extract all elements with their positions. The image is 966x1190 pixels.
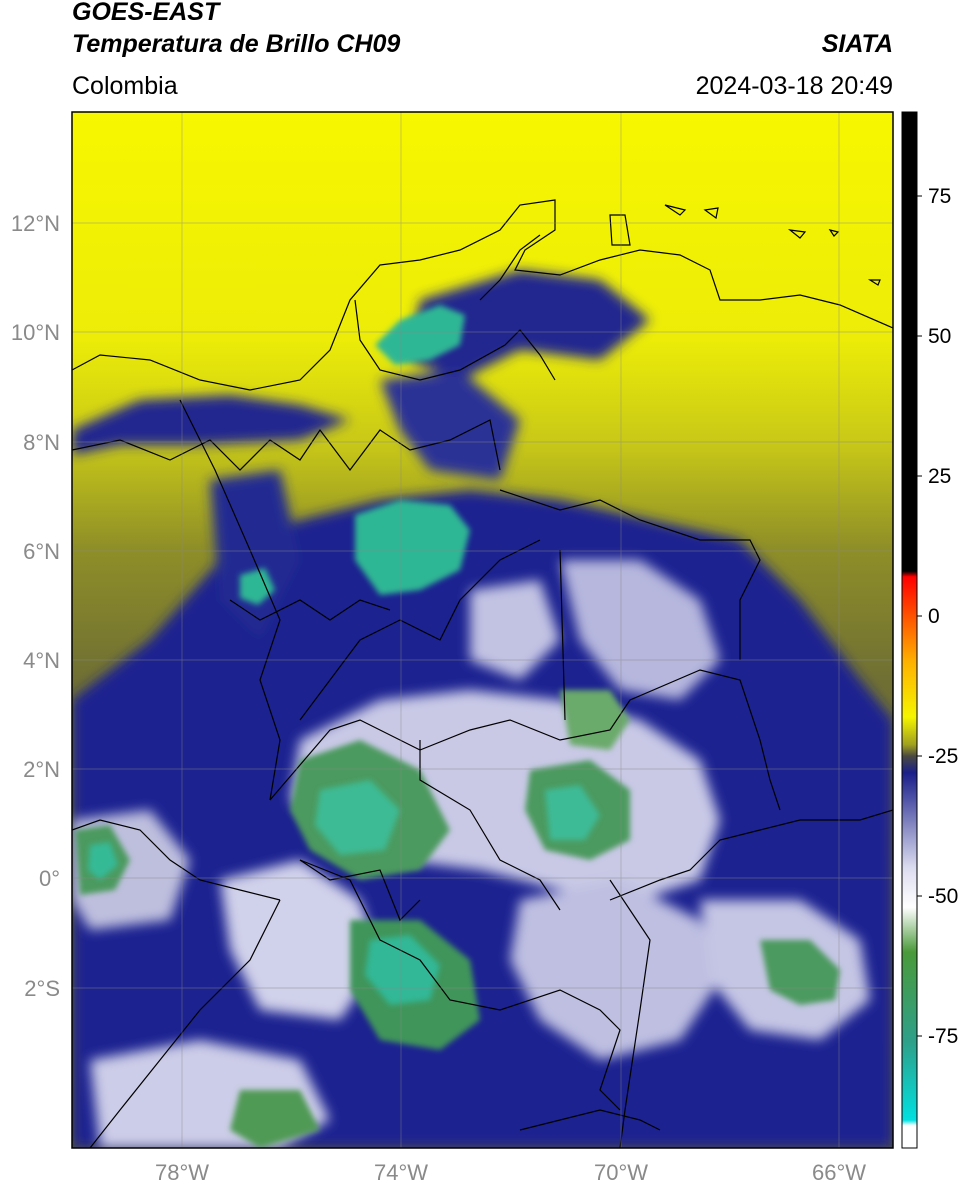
colorbar-tick-label: 75 [928, 185, 951, 208]
brand-label: SIATA [821, 30, 893, 58]
lat-tick-label: 10°N [11, 320, 60, 345]
lat-tick-label: 12°N [11, 211, 60, 236]
lat-tick-label: 2°N [23, 757, 60, 782]
latitude-axis: 12°N 10°N 8°N 6°N 4°N 2°N 0° 2°S [11, 211, 60, 1001]
colorbar-tick-label: -75 [928, 1025, 958, 1048]
region-label: Colombia [72, 72, 178, 100]
colorbar-frame [901, 111, 918, 1149]
lat-tick-label: 0° [39, 866, 60, 891]
longitude-axis: 78°W 74°W 70°W 66°W [155, 1160, 866, 1185]
timestamp-label: 2024-03-18 20:49 [695, 72, 893, 100]
title-satellite: GOES-EAST [72, 0, 220, 26]
lon-tick-label: 74°W [374, 1160, 428, 1185]
colorbar-tick-label: 25 [928, 465, 951, 488]
lon-tick-label: 70°W [594, 1160, 648, 1185]
lon-tick-label: 78°W [155, 1160, 209, 1185]
colorbar-tick-label: -50 [928, 885, 958, 908]
lat-tick-label: 8°N [23, 430, 60, 455]
colorbar: 75 50 25 0 -25 -50 -75 [901, 111, 958, 1149]
brightness-temperature-field [72, 112, 893, 1148]
map-frame [71, 111, 894, 1149]
colorbar-ticks: 75 50 25 0 -25 -50 -75 [917, 185, 958, 1048]
lat-tick-label: 2°S [24, 976, 60, 1001]
colorbar-tick-label: 0 [928, 605, 940, 628]
lat-tick-label: 6°N [23, 539, 60, 564]
lat-tick-label: 4°N [23, 648, 60, 673]
boundary-lines [72, 199, 893, 1148]
colorbar-tick-label: -25 [928, 745, 958, 768]
graticule [72, 112, 893, 1148]
colorbar-scale [902, 112, 917, 1148]
colorbar-tick-label: 50 [928, 325, 951, 348]
lon-tick-label: 66°W [812, 1160, 866, 1185]
title-product: Temperatura de Brillo CH09 [72, 30, 401, 58]
